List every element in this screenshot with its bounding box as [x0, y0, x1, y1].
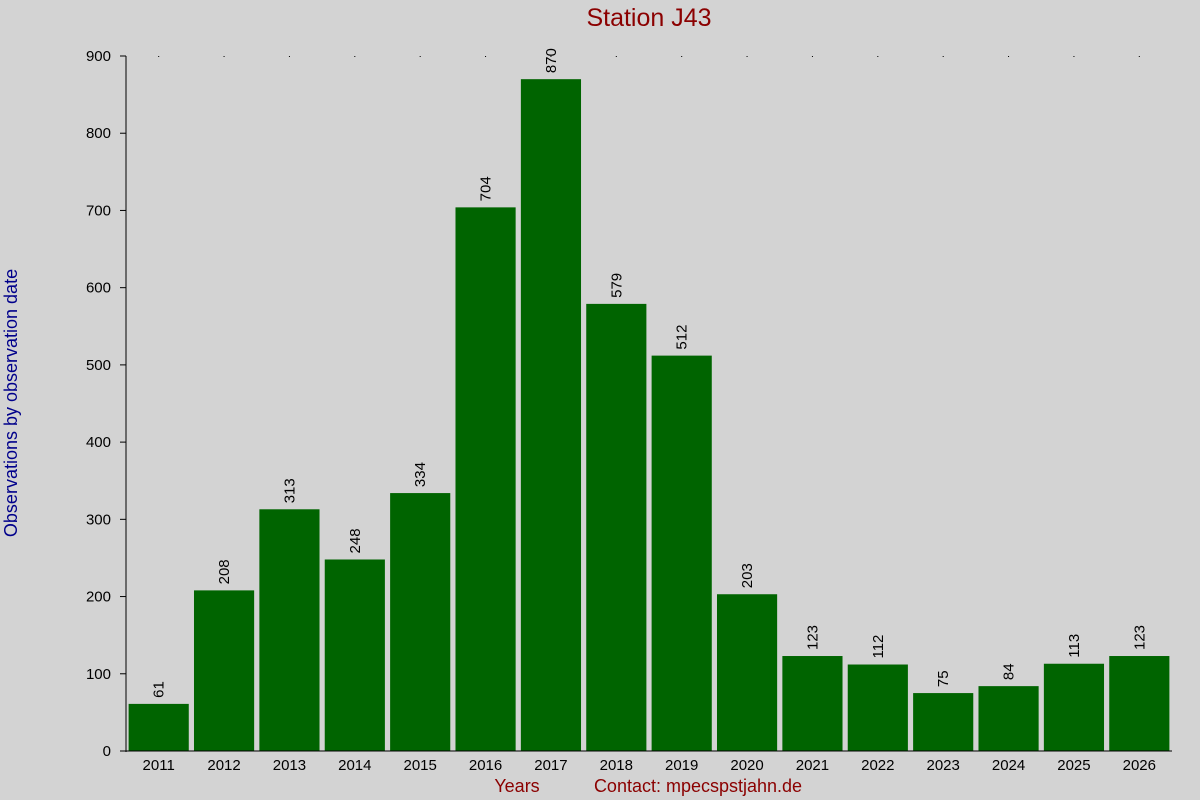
bar-2024 — [978, 686, 1039, 751]
x-tick-label-2024: 2024 — [992, 757, 1025, 774]
y-tick-label-300: 300 — [86, 511, 111, 528]
x-top-tick-2014 — [354, 56, 356, 57]
bar-2015 — [390, 493, 451, 751]
bars-group: 61 208 313 248 334 704 870 579 512 203 123 112 75 84 1… — [128, 48, 1170, 752]
x-top-tick-2012 — [223, 56, 225, 57]
x-top-tick-2025 — [1073, 56, 1075, 57]
y-tick-label-0: 0 — [103, 743, 111, 760]
x-tick-label-2013: 2013 — [273, 757, 306, 774]
y-tick-label-200: 200 — [86, 589, 111, 606]
value-label-2017: 870 — [543, 48, 560, 73]
bar-2021 — [782, 656, 843, 751]
x-top-tick-2020 — [746, 56, 748, 57]
x-tick-label-2021: 2021 — [796, 757, 829, 774]
x-top-tick-2023 — [942, 56, 944, 57]
x-tick-label-2014: 2014 — [338, 757, 371, 774]
bar-2020 — [716, 594, 778, 751]
x-top-tick-2015 — [419, 56, 421, 57]
bar-2023 — [913, 693, 974, 751]
value-label-2019: 512 — [674, 325, 691, 350]
value-label-2026: 123 — [1131, 625, 1148, 650]
x-tick-label-2011: 2011 — [143, 757, 175, 774]
value-label-2016: 704 — [478, 176, 495, 201]
y-tick-label-800: 800 — [86, 125, 111, 142]
x-top-tick-2011 — [158, 56, 160, 57]
contact-label: Contact: mpecspstjahn.de — [594, 776, 802, 796]
x-tick-label-2023: 2023 — [927, 757, 960, 774]
y-tick-label-400: 400 — [86, 434, 111, 451]
bar-2014 — [324, 559, 385, 751]
y-tick-label-500: 500 — [86, 357, 111, 374]
bar-2026 — [1109, 656, 1170, 751]
y-tick-label-100: 100 — [86, 666, 111, 683]
x-tick-label-2016: 2016 — [469, 757, 502, 774]
bar-2019 — [651, 355, 712, 751]
x-tick-label-2019: 2019 — [665, 757, 698, 774]
x-top-tick-2018 — [615, 56, 617, 57]
value-label-2021: 123 — [804, 625, 821, 650]
value-label-2014: 248 — [347, 528, 364, 553]
x-top-tick-2021 — [811, 56, 813, 57]
value-label-2025: 113 — [1066, 634, 1083, 658]
y-tick-label-700: 700 — [86, 202, 111, 219]
x-top-tick-2016 — [485, 56, 487, 57]
value-label-2015: 334 — [412, 462, 429, 487]
y-tick-label-900: 900 — [86, 48, 111, 65]
axes-group: 2011 2012 2013 2014 2015 2016 2017 2018 2019 2020… — [86, 48, 1172, 774]
value-label-2023: 75 — [935, 670, 952, 687]
value-label-2018: 579 — [608, 273, 625, 298]
x-top-tick-2013 — [288, 56, 290, 57]
y-axis-label: Observations by observation date — [1, 269, 21, 537]
x-top-tick-2026 — [1138, 56, 1140, 57]
x-tick-label-2018: 2018 — [600, 757, 633, 774]
x-tick-label-2020: 2020 — [730, 757, 763, 774]
x-tick-label-2022: 2022 — [861, 757, 894, 774]
bar-2025 — [1043, 663, 1105, 751]
x-top-tick-2022 — [877, 56, 879, 57]
chart-title: Station J43 — [586, 4, 711, 32]
bar-2022 — [847, 664, 908, 751]
bar-2018 — [586, 303, 647, 751]
x-axis-label: Years — [494, 776, 539, 796]
x-top-tick-2019 — [681, 56, 683, 57]
value-label-2024: 84 — [1001, 663, 1018, 680]
value-label-2013: 313 — [281, 478, 298, 503]
bar-2011 — [128, 703, 189, 751]
bar-2016 — [455, 207, 516, 752]
bar-2013 — [259, 509, 320, 751]
x-tick-label-2017: 2017 — [534, 757, 567, 774]
x-top-tick-2017 — [550, 56, 552, 57]
bar-2017 — [520, 79, 582, 752]
x-tick-label-2012: 2012 — [207, 757, 240, 774]
value-label-2022: 112 — [870, 635, 887, 659]
x-tick-label-2026: 2026 — [1123, 757, 1156, 774]
y-tick-label-600: 600 — [86, 280, 111, 297]
x-top-tick-2024 — [1008, 56, 1010, 57]
x-tick-label-2025: 2025 — [1057, 757, 1090, 774]
value-label-2020: 203 — [739, 563, 756, 588]
x-tick-label-2015: 2015 — [404, 757, 437, 774]
value-label-2012: 208 — [216, 559, 233, 584]
bar-2012 — [193, 590, 255, 751]
value-label-2011: 61 — [151, 681, 168, 698]
